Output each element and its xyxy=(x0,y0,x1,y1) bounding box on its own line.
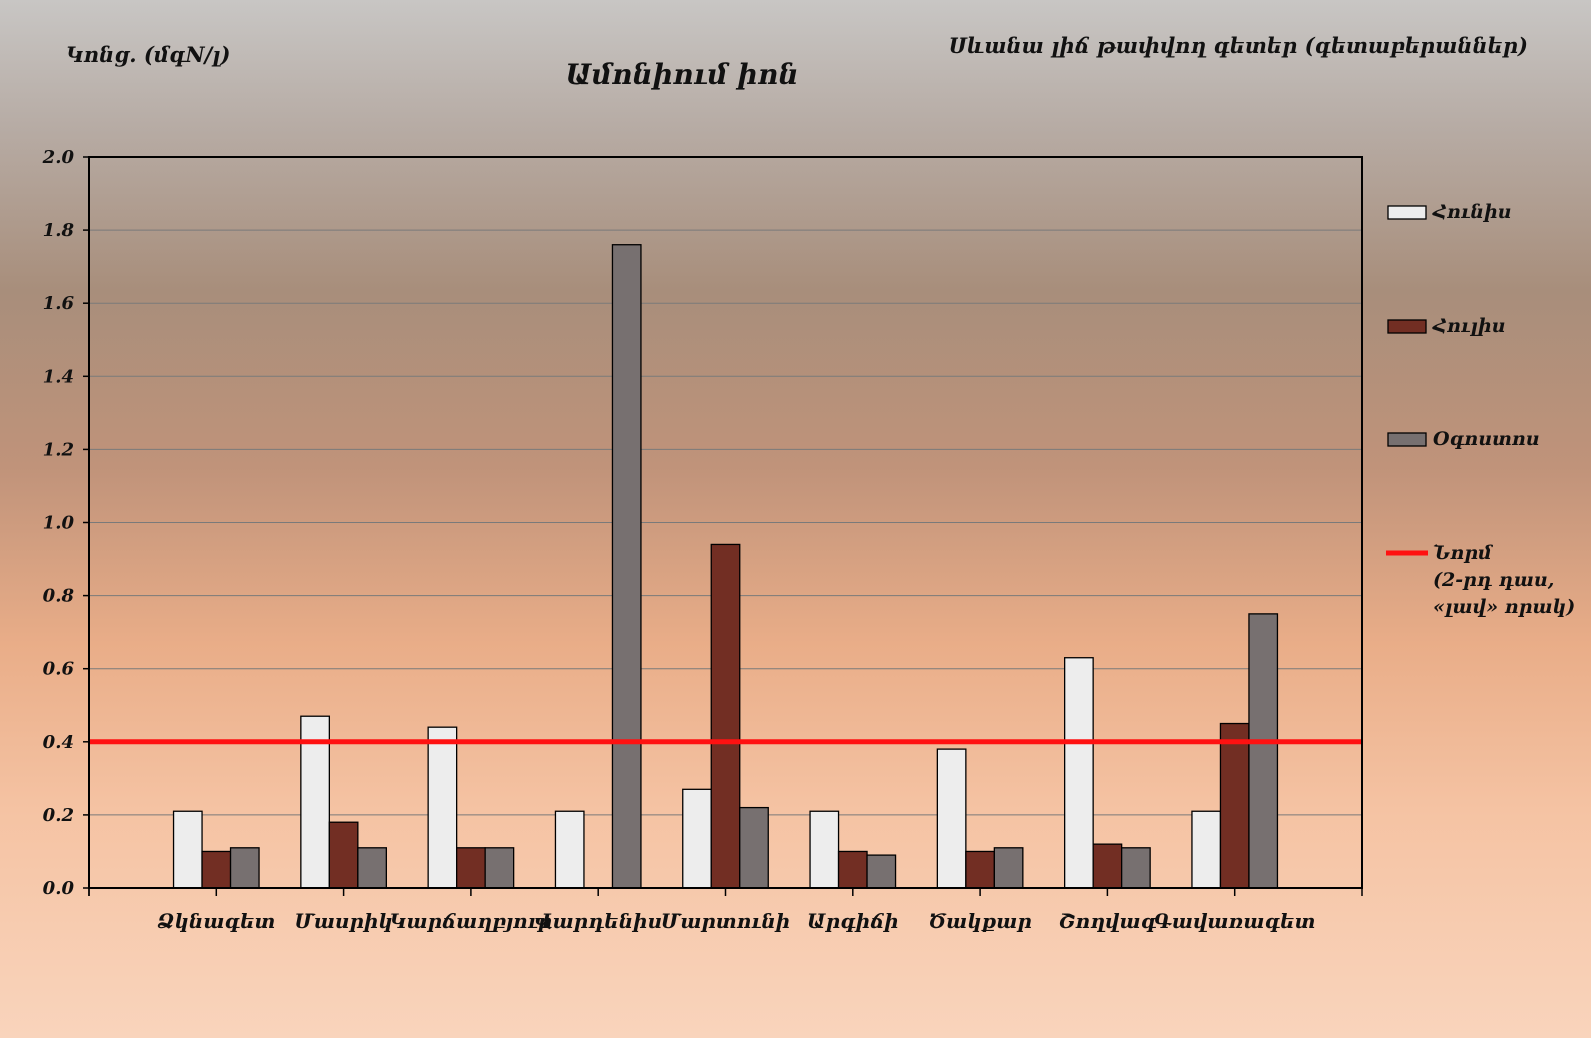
bar xyxy=(328,821,359,889)
x-tick-label: Շողվագ xyxy=(1059,909,1157,933)
chart-subtitle: Սևանա լիճ թափվող գետեր (գետաբերաններ) xyxy=(949,33,1528,58)
legend-norm-label: Նորմ xyxy=(1433,542,1493,564)
x-tick-label: Արգիճի xyxy=(807,909,899,933)
y-axis-label: Կոնց. (մգN/լ) xyxy=(66,42,230,67)
y-tick-label: 1.8 xyxy=(43,220,75,241)
legend-label: Հուլիս xyxy=(1432,315,1505,337)
y-tick-label: 1.2 xyxy=(43,439,74,460)
x-tick-label: Կարճաղբյուր xyxy=(390,909,553,933)
x-tick-label: Ձկնագետ xyxy=(157,909,275,933)
bar xyxy=(1064,657,1094,889)
legend-norm-label: «լավ» որակ) xyxy=(1433,596,1575,618)
plot-border xyxy=(88,156,1363,889)
x-tick-label: Մասրիկ xyxy=(294,909,392,933)
x-tick-labels: Ձկնագետ ՄասրիկԿարճաղբյուրՎարդենիսՄարտունի… xyxy=(157,909,1315,933)
y-tick-label: 0.8 xyxy=(43,586,75,607)
axes xyxy=(83,156,1363,896)
bar xyxy=(809,810,840,889)
y-tick-label: 1.0 xyxy=(43,513,75,534)
legend: Հունիս Հուլիս Օգոստոս Նորմ (2-րդ դաս, «լավ» ո… xyxy=(1386,201,1575,618)
bar xyxy=(357,847,388,889)
bar xyxy=(1121,847,1151,889)
legend-norm-label: (2-րդ դաս, xyxy=(1433,569,1554,591)
bar xyxy=(1092,843,1123,889)
bar xyxy=(554,810,585,889)
bar xyxy=(229,847,260,889)
legend-label: Հունիս xyxy=(1432,201,1512,223)
bar xyxy=(1219,722,1250,889)
bar xyxy=(739,806,769,889)
legend-swatch xyxy=(1387,319,1427,334)
bar xyxy=(427,726,458,889)
bar xyxy=(172,810,203,889)
bar xyxy=(201,850,232,889)
y-tick-label: 0.4 xyxy=(43,732,74,753)
x-tick-label: Մարտունի xyxy=(661,909,790,933)
bar xyxy=(965,850,995,889)
x-tick-label: Գավառագետ xyxy=(1154,909,1315,933)
bar xyxy=(993,847,1024,889)
y-tick-label: 0.6 xyxy=(43,659,75,680)
bar xyxy=(300,715,331,889)
bars xyxy=(172,244,1279,889)
bar xyxy=(710,543,741,889)
bar xyxy=(1191,810,1222,889)
bar xyxy=(682,788,712,889)
y-tick-label: 0.2 xyxy=(43,805,74,826)
bar xyxy=(837,850,868,889)
legend-label: Օգոստոս xyxy=(1433,428,1540,450)
y-tick-label: 1.4 xyxy=(43,366,74,387)
y-tick-labels: 0.0 0.2 0.4 0.6 0.8 1.0 1.2 1.4 1.6 1.8 2.0 xyxy=(42,147,75,899)
y-tick-label: 2.0 xyxy=(42,147,75,168)
bar xyxy=(611,244,642,889)
bar xyxy=(936,748,967,889)
legend-swatch xyxy=(1387,432,1427,447)
x-tick-label: Ծակքար xyxy=(928,909,1031,933)
chart-title: Ամոնիում իոն xyxy=(565,58,798,91)
y-tick-label: 0.0 xyxy=(43,878,75,899)
bar xyxy=(1248,613,1279,889)
bar xyxy=(484,847,515,889)
x-tick-label: Վարդենիս xyxy=(534,909,662,933)
y-tick-label: 1.6 xyxy=(43,293,75,314)
bar xyxy=(455,847,486,889)
bar xyxy=(866,854,897,889)
legend-swatch xyxy=(1387,205,1427,220)
